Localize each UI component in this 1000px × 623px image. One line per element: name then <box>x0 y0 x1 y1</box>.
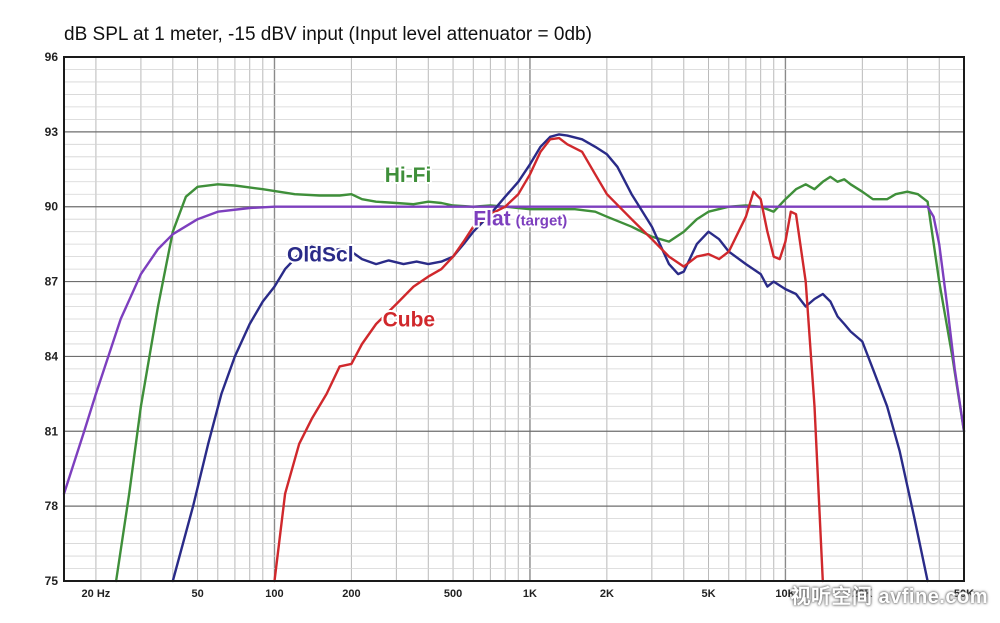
x-tick-label: 20K <box>852 588 872 600</box>
y-tick-label: 75 <box>45 574 59 588</box>
watermark: 视听空间 avfine.com <box>790 586 988 608</box>
x-tick-label: 50 <box>191 588 203 600</box>
series-layer <box>62 133 966 583</box>
plot-frame <box>63 56 965 582</box>
x-tick-label: 5K <box>701 588 715 600</box>
series-line-cube <box>273 136 824 583</box>
series-label-oldscl: OldScl <box>287 244 354 267</box>
series-labels: Hi-Fi Flat (target) OldScl Cube <box>285 162 569 334</box>
tick-labels: 75 78 81 84 87 90 93 96 20 Hz 50 100 200 500 1K 2K 5K 10… <box>45 50 975 600</box>
grid-layer <box>64 57 964 581</box>
y-tick-label: 90 <box>45 200 59 214</box>
y-tick-label: 87 <box>45 275 59 289</box>
y-tick-label: 78 <box>45 499 59 513</box>
series-line-hi-fi <box>114 175 966 583</box>
x-tick-label: 2K <box>600 588 614 600</box>
x-tick-label: 10K <box>775 588 795 600</box>
x-tick-label: 1K <box>523 588 537 600</box>
series-label-cube: Cube <box>383 308 436 331</box>
series-line-flat <box>62 205 966 495</box>
x-tick-label: 200 <box>342 588 360 600</box>
y-tick-label: 96 <box>45 50 59 64</box>
x-tick-label: 50K <box>954 588 974 600</box>
series-label-flat: Flat (target) <box>473 207 567 230</box>
y-tick-label: 93 <box>45 125 59 139</box>
series-label-hi-fi: Hi-Fi <box>385 164 432 187</box>
x-tick-label: 500 <box>444 588 462 600</box>
chart-title: dB SPL at 1 meter, -15 dBV input (Input … <box>64 24 592 45</box>
x-tick-label: 100 <box>265 588 283 600</box>
y-tick-label: 84 <box>45 349 59 363</box>
y-tick-label: 81 <box>45 424 59 438</box>
x-tick-label: 20 Hz <box>82 588 111 600</box>
series-line-oldscl <box>171 133 929 583</box>
